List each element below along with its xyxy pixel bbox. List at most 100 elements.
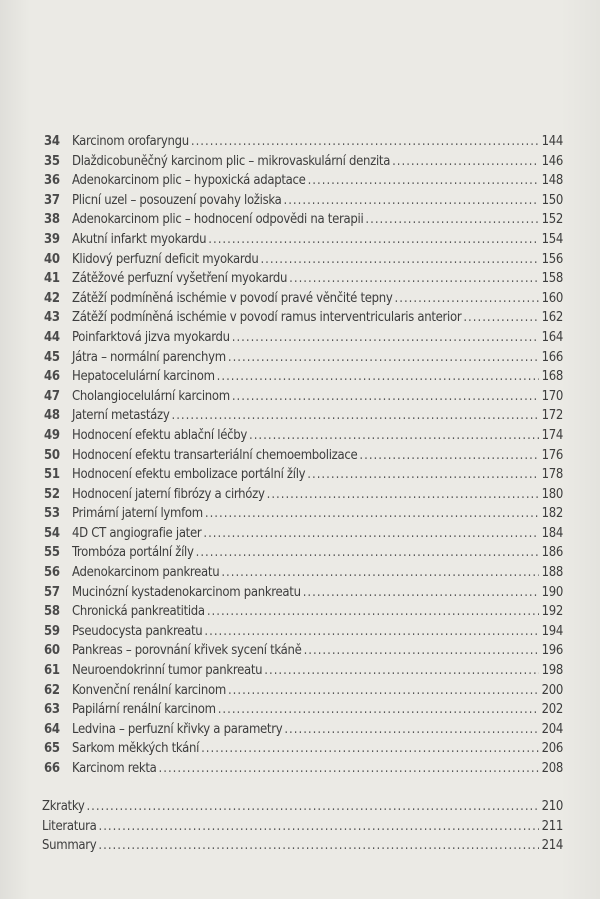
- page-number: 206: [541, 741, 563, 757]
- back-matter-entry[interactable]: Literatura 211: [42, 817, 563, 837]
- page-number: 166: [541, 349, 563, 365]
- chapter-title: Hodnocení jaterní fibrózy a cirhózy: [72, 486, 265, 502]
- chapter-number: 47: [44, 388, 60, 404]
- dot-leader: [307, 465, 539, 485]
- page-number: 148: [541, 173, 563, 189]
- dot-leader: [232, 328, 539, 348]
- chapter-title: Konvenční renální karcinom: [72, 682, 226, 698]
- toc-entry[interactable]: 49 Hodnocení efektu ablační léčby 174: [44, 426, 563, 446]
- page-number: 190: [541, 584, 563, 600]
- toc-entry[interactable]: 44 Poinfarktová jizva myokardu 164: [44, 328, 563, 348]
- toc-entry[interactable]: 52 Hodnocení jaterní fibrózy a cirhózy 180: [44, 485, 563, 505]
- chapter-title: Plicní uzel – posouzení povahy ložiska: [72, 192, 282, 208]
- chapter-number: 59: [44, 623, 60, 639]
- page-number: 208: [541, 761, 563, 776]
- toc-entry[interactable]: 46 Hepatocelulární karcinom 168: [44, 367, 563, 387]
- chapter-title: 4D CT angiografie jater: [72, 525, 202, 541]
- dot-leader: [172, 406, 540, 426]
- chapter-title: Akutní infarkt myokardu: [72, 231, 207, 247]
- page-number: 180: [541, 486, 563, 502]
- toc-entry[interactable]: 34 Karcinom orofaryngu 144: [44, 132, 563, 152]
- toc-entry[interactable]: 38 Adenokarcinom plic – hodnocení odpověd…: [44, 210, 563, 230]
- dot-leader: [308, 171, 539, 191]
- toc-entry[interactable]: 66 Karcinom rekta 208: [44, 759, 563, 779]
- chapter-title: Trombóza portální žíly: [72, 545, 194, 561]
- toc-entry[interactable]: 51 Hodnocení efektu embolizace portální ž…: [44, 465, 563, 485]
- dot-leader: [303, 583, 539, 603]
- toc-entry[interactable]: 39 Akutní infarkt myokardu 154: [44, 230, 563, 250]
- chapter-number: 39: [44, 231, 60, 247]
- toc-entry[interactable]: 36 Adenokarcinom plic – hypoxická adaptac…: [44, 171, 563, 191]
- chapter-number: 40: [44, 251, 60, 267]
- chapter-title: Adenokarcinom plic – hodnocení odpovědi …: [72, 212, 364, 228]
- page-number: 156: [541, 251, 563, 267]
- toc-entry[interactable]: 47 Cholangiocelulární karcinom 170: [44, 387, 563, 407]
- toc-entry[interactable]: 54 4D CT angiografie jater 184: [44, 524, 563, 544]
- page-number: 170: [541, 388, 563, 404]
- chapter-title: Papilární renální karcinom: [72, 702, 216, 718]
- toc-entry[interactable]: 58 Chronická pankreatitida 192: [44, 602, 563, 622]
- chapter-number: 54: [44, 525, 60, 541]
- chapter-number: 45: [44, 349, 60, 365]
- toc-entry[interactable]: 42 Zátěží podmíněná ischémie v povodí pra…: [44, 289, 563, 309]
- page-number: 194: [541, 623, 563, 639]
- chapter-number: 65: [44, 741, 60, 757]
- chapter-title: Karcinom orofaryngu: [72, 134, 189, 149]
- toc-entry[interactable]: 63 Papilární renální karcinom 202: [44, 700, 563, 720]
- toc-entry[interactable]: 62 Konvenční renální karcinom 200: [44, 681, 563, 701]
- page-number: 174: [541, 427, 563, 443]
- page-number: 176: [541, 447, 563, 463]
- dot-leader: [284, 720, 539, 740]
- toc-entry[interactable]: 40 Klidový perfuzní deficit myokardu 156: [44, 250, 563, 270]
- page-number: 144: [541, 134, 563, 149]
- chapter-number: 51: [44, 467, 60, 483]
- chapter-number: 35: [44, 153, 60, 169]
- chapter-number: 34: [44, 134, 60, 149]
- page-number: 162: [541, 310, 563, 326]
- chapter-number: 48: [44, 408, 60, 424]
- chapter-number: 43: [44, 310, 60, 326]
- dot-leader: [221, 563, 539, 583]
- chapter-number: 64: [44, 721, 60, 737]
- back-matter-title: Summary: [42, 838, 97, 854]
- toc-entry[interactable]: 61 Neuroendokrinní tumor pankreatu 198: [44, 661, 563, 681]
- toc-entry[interactable]: 64 Ledvina – perfuzní křivky a parametry 2…: [44, 720, 563, 740]
- dot-leader: [232, 387, 539, 407]
- page-number: 202: [541, 702, 563, 718]
- toc-entry[interactable]: 45 Játra – normální parenchym 166: [44, 348, 563, 368]
- toc-entry[interactable]: 56 Adenokarcinom pankreatu 188: [44, 563, 563, 583]
- toc-entry[interactable]: 60 Pankreas – porovnání křivek sycení tká…: [44, 641, 563, 661]
- dot-leader: [228, 348, 539, 368]
- chapter-number: 66: [44, 761, 60, 776]
- chapter-title: Hodnocení efektu transarteriální chemoem…: [72, 447, 358, 463]
- dot-leader: [304, 641, 539, 661]
- page-number: 196: [541, 643, 563, 659]
- chapter-number: 56: [44, 565, 60, 581]
- toc-entry[interactable]: 50 Hodnocení efektu transarteriální chemo…: [44, 446, 563, 466]
- toc-entry[interactable]: 53 Primární jaterní lymfom 182: [44, 504, 563, 524]
- dot-leader: [98, 836, 539, 856]
- toc-entry[interactable]: 37 Plicní uzel – posouzení povahy ložiska…: [44, 191, 563, 211]
- chapter-title: Klidový perfuzní deficit myokardu: [72, 251, 259, 267]
- dot-leader: [365, 210, 539, 230]
- toc-entry[interactable]: 35 Dlaždicobuněčný karcinom plic – mikrov…: [44, 152, 563, 172]
- toc-entry[interactable]: 55 Trombóza portální žíly 186: [44, 543, 563, 563]
- back-matter-title: Literatura: [42, 818, 97, 834]
- toc-entry[interactable]: 59 Pseudocysta pankreatu 194: [44, 622, 563, 642]
- dot-leader: [159, 759, 539, 779]
- back-matter-entry[interactable]: Zkratky 210: [42, 797, 563, 817]
- dot-leader: [99, 817, 540, 837]
- chapter-title: Hepatocelulární karcinom: [72, 369, 215, 385]
- toc-entry[interactable]: 43 Zátěží podmíněná ischémie v povodí ram…: [44, 308, 563, 328]
- toc-entry[interactable]: 57 Mucinózní kystadenokarcinom pankreatu 1…: [44, 583, 563, 603]
- chapter-title: Zátěží podmíněná ischémie v povodí ramus…: [72, 310, 462, 326]
- toc-entry[interactable]: 41 Zátěžové perfuzní vyšetření myokardu 15…: [44, 269, 563, 289]
- chapter-number: 57: [44, 584, 60, 600]
- dot-leader: [392, 152, 539, 172]
- dot-leader: [217, 367, 539, 387]
- back-matter-entry[interactable]: Summary 214: [42, 836, 563, 856]
- toc-entry[interactable]: 65 Sarkom měkkých tkání 206: [44, 739, 563, 759]
- toc-entry[interactable]: 48 Jaterní metastázy 172: [44, 406, 563, 426]
- chapter-number: 53: [44, 506, 60, 522]
- back-matter-list: Zkratky 210 Literatura 211 Summary 214: [42, 797, 563, 856]
